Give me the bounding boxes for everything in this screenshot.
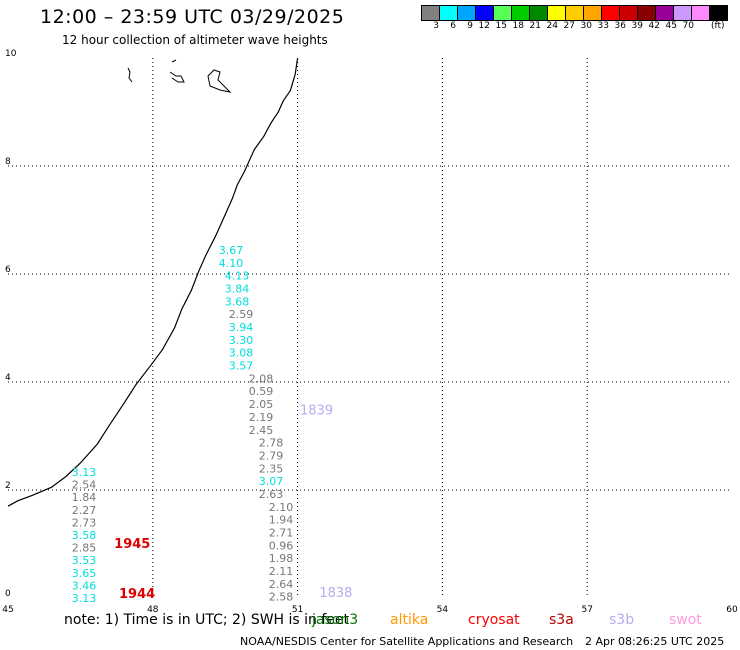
lat-tick-label: 4 [5,373,11,383]
wave-height-value: 3.58 [72,529,97,542]
wave-height-value: 4.13 [225,270,250,283]
color-legend-label: 33 [597,21,609,31]
satellite-legend-altika: altika [390,612,429,628]
wave-height-value: 2.79 [259,449,284,462]
color-legend-label: 36 [614,21,626,31]
wave-height-value: 3.07 [259,475,284,488]
footer-credit: NOAA/NESDIS Center for Satellite Applica… [240,635,574,648]
color-legend-label: 24 [546,21,558,31]
lat-tick-label: 6 [5,265,11,275]
wave-height-value: 3.68 [225,295,250,308]
color-legend-label: 18 [512,21,524,31]
color-legend-label: 15 [495,21,507,31]
wave-height-value: 4.10 [219,257,244,270]
footer-note: note: 1) Time is in UTC; 2) SWH is in fe… [64,612,350,628]
color-legend-label: 27 [563,21,575,31]
wave-height-value: 2.08 [249,372,274,385]
satellite-legend-cryosat: cryosat [468,612,520,628]
color-legend-labels: 3 6 9 12 15 18 21 24 27 30 33 36 39 42 45 70 [422,21,694,31]
color-legend-unit: (ft) [711,21,725,31]
lat-tick-label: 0 [5,589,11,599]
color-legend-label: 6 [450,21,456,31]
wave-height-value: 1.94 [269,514,294,527]
wave-height-value: 2.58 [269,591,294,604]
satellite-legend-s3b: s3b [609,612,635,628]
satellite-legend-jason3: jason3 [312,612,359,628]
color-legend [421,5,728,21]
color-legend-label: 21 [529,21,541,31]
map-frame [8,58,732,598]
wave-height-value: 2.64 [269,578,294,591]
pass-time-label: 1944 [119,587,155,602]
wave-height-value: 2.85 [72,542,97,555]
lat-tick-label: 8 [5,157,11,167]
pass-time-label: 1838 [319,586,352,601]
color-legend-label: 3 [433,21,439,31]
island-shape [207,69,232,93]
color-legend-label: 9 [467,21,473,31]
wave-height-value: 3.94 [229,321,254,334]
lon-tick-label: 57 [581,605,592,615]
color-swatch [709,5,728,21]
lon-tick-label: 54 [437,605,449,615]
color-legend-label: 42 [648,21,660,31]
pass-time-label: 1945 [114,537,150,552]
wave-height-value: 1.84 [72,491,97,504]
wave-height-value: 2.27 [72,504,97,517]
satellite-legend-swot: swot [669,612,702,628]
wave-height-value: 2.05 [249,398,274,411]
color-legend-label: 30 [580,21,592,31]
lon-tick-label: 48 [147,605,159,615]
wave-height-value: 3.13 [72,466,97,479]
lon-tick-label: 60 [726,605,738,615]
color-legend-label: 45 [665,21,677,31]
island-shape [127,67,133,83]
island-shape [169,59,185,83]
wave-height-value: 3.53 [72,554,97,567]
wave-height-value: 2.54 [72,479,97,492]
wave-height-value: 3.30 [229,334,254,347]
lat-tick-label: 2 [5,481,11,491]
wave-height-value: 2.73 [72,516,97,529]
wave-height-value: 2.11 [269,565,294,578]
wave-height-value: 3.57 [229,360,254,373]
wave-height-value: 3.08 [229,347,254,360]
wave-height-value: 2.78 [259,437,284,450]
wave-height-value: 2.71 [269,526,294,539]
wave-height-value: 1.98 [269,552,294,565]
lat-tick-label: 10 [5,49,17,59]
page-subtitle: 12 hour collection of altimeter wave hei… [62,33,328,47]
wave-height-value: 3.13 [72,592,97,605]
wave-height-value: 3.65 [72,567,97,580]
wave-height-value: 2.59 [229,308,254,321]
wave-height-value: 3.46 [72,579,97,592]
color-legend-label: 12 [478,21,490,31]
footer-timestamp: 2 Apr 08:26:25 UTC 2025 [585,635,725,648]
wave-height-value: 3.84 [225,283,250,296]
pass-time-label: 1839 [300,403,333,418]
lon-tick-label: 45 [2,605,13,615]
color-legend-label: 39 [631,21,643,31]
wave-height-value: 0.59 [249,385,274,398]
lon-tick-label: 51 [292,605,303,615]
wave-height-value: 3.67 [219,244,244,257]
page-title: 12:00 – 23:59 UTC 03/29/2025 [40,6,345,28]
coastline [7,57,299,507]
wave-height-value: 2.10 [269,501,294,514]
wave-height-value: 0.96 [269,539,294,552]
wave-height-value: 2.35 [259,462,284,475]
wave-height-value: 2.19 [249,411,274,424]
wave-height-value: 2.45 [249,424,274,437]
wave-height-value: 2.63 [259,488,284,501]
color-legend-label: 70 [682,21,694,31]
satellite-legend-s3a: s3a [549,612,574,628]
